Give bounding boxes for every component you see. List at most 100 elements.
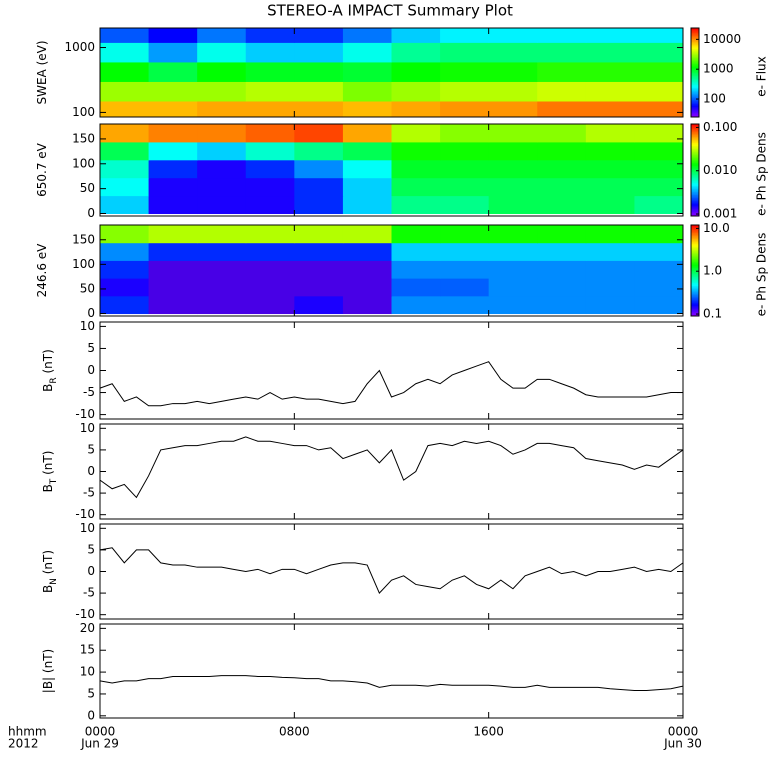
colorbar-stripe — [691, 109, 699, 112]
heatmap-cell — [488, 195, 538, 215]
colorbar-stripe — [691, 137, 699, 140]
heatmap-cell — [488, 61, 538, 82]
heatmap-cell — [391, 260, 441, 279]
colorbar-stripe — [691, 63, 699, 66]
colorbar-stripe — [691, 75, 699, 78]
colorbar-stripe — [691, 225, 699, 228]
colorbar-stripe — [691, 99, 699, 102]
heatmap-cell — [294, 124, 344, 143]
y-axis-label-part: (nT) — [41, 451, 55, 479]
y-axis-label-part: (nT) — [41, 550, 55, 578]
colorbar-stripe — [691, 111, 699, 114]
heatmap-cell — [197, 159, 247, 179]
heatmap-cell — [488, 100, 538, 118]
heatmap-cell — [440, 195, 490, 215]
heatmap-cell — [585, 225, 635, 244]
heatmap-cell — [148, 225, 198, 244]
y-axis-label-part: N — [49, 578, 59, 585]
colorbar-stripe — [691, 177, 699, 180]
colorbar-stripe — [691, 88, 699, 91]
heatmap-cell — [197, 225, 247, 244]
heatmap-cell — [585, 28, 635, 43]
heatmap-cell — [391, 278, 441, 297]
colorbar-stripe — [691, 232, 699, 235]
heatmap-cell — [342, 141, 392, 161]
panel-frame — [99, 321, 684, 420]
colorbar-stripe — [691, 302, 699, 305]
colorbar-label: e- Ph Sp Dens — [755, 132, 769, 216]
colorbar-stripe — [691, 211, 699, 214]
colorbar-stripe — [691, 124, 699, 127]
heatmap-cell — [537, 278, 587, 297]
colorbar-stripe — [691, 273, 699, 276]
panel-frame — [99, 523, 684, 620]
y-tick-label: 0 — [87, 564, 95, 578]
y-tick-label: -5 — [83, 586, 95, 600]
colorbar-stripe — [691, 166, 699, 169]
heatmap-cell — [634, 28, 684, 43]
heatmap-cell — [634, 177, 684, 197]
y-axis-label-part: 650.7 eV — [35, 142, 49, 197]
colorbar-stripe — [691, 28, 699, 30]
colorbar-stripe — [691, 183, 699, 186]
heatmap-cell — [148, 42, 198, 63]
colorbar-stripe — [691, 199, 699, 202]
colorbar-stripe — [691, 291, 699, 294]
colorbar-stripe — [691, 188, 699, 191]
colorbar-stripe — [691, 130, 699, 133]
colorbar-stripe — [691, 51, 699, 54]
colorbar-stripe — [691, 285, 699, 288]
y-axis-label-part: 246.6 eV — [35, 243, 49, 298]
colorbar-stripe — [691, 147, 699, 150]
colorbar-stripe — [691, 150, 699, 153]
colorbar-stripe — [691, 189, 699, 192]
heatmap-cell — [245, 100, 295, 118]
colorbar-stripe — [691, 228, 699, 231]
heatmap-cell — [148, 278, 198, 297]
colorbar-stripe — [691, 162, 699, 165]
colorbar-stripe — [691, 265, 699, 268]
colorbar-stripe — [691, 234, 699, 237]
heatmap-cell — [342, 81, 392, 102]
heatmap-cell — [537, 61, 587, 82]
heatmap-cell — [537, 141, 587, 161]
heatmap-cell — [100, 100, 150, 118]
heatmap-cell — [148, 81, 198, 102]
colorbar-frame — [690, 224, 700, 317]
colorbar-stripe — [691, 170, 699, 173]
heatmap-cell — [342, 260, 392, 279]
heatmap-cell — [294, 278, 344, 297]
colorbar-stripe — [691, 296, 699, 299]
colorbar-stripe — [691, 312, 699, 315]
colorbar-stripe — [691, 176, 699, 179]
colorbar-stripe — [691, 105, 699, 108]
colorbar-stripe — [691, 244, 699, 247]
colorbar-stripe — [691, 202, 699, 205]
heatmap-cell — [100, 28, 150, 43]
heatmap-cell — [440, 81, 490, 102]
heatmap-cell — [585, 278, 635, 297]
colorbar-stripe — [691, 209, 699, 212]
x-tick-label: 0000 — [85, 725, 116, 739]
y-tick-label: -10 — [75, 607, 95, 621]
colorbar-tick-label: 100 — [703, 92, 726, 106]
colorbar-stripe — [691, 35, 699, 38]
heatmap-cell — [488, 141, 538, 161]
colorbar-stripe — [691, 76, 699, 79]
colorbar-stripe — [691, 235, 699, 238]
heatmap-cell — [100, 177, 150, 197]
colorbar-stripe — [691, 59, 699, 62]
heatmap-cell — [245, 28, 295, 43]
heatmap-cell — [342, 28, 392, 43]
heatmap-cell — [197, 295, 247, 315]
heatmap-cell — [294, 225, 344, 244]
colorbar-stripe — [691, 276, 699, 279]
colorbar-stripe — [691, 163, 699, 166]
heatmap-cell — [245, 124, 295, 143]
colorbar-stripe — [691, 241, 699, 244]
colorbar-stripe — [691, 41, 699, 44]
heatmap-cell — [537, 242, 587, 261]
colorbar-stripe — [691, 208, 699, 211]
colorbar-stripe — [691, 154, 699, 157]
heatmap-cell — [197, 42, 247, 63]
